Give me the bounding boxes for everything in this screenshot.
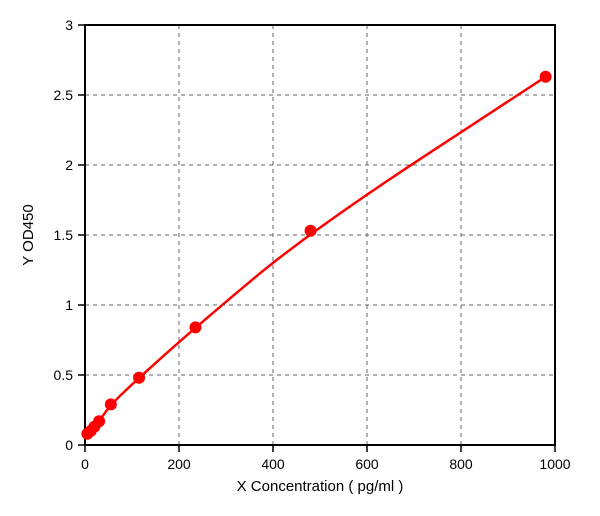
data-marker bbox=[133, 372, 145, 384]
y-tick-label: 2.5 bbox=[54, 87, 74, 103]
standard-curve-chart: 0 200 400 600 800 1000 0 0.5 1 1.5 2 2.5 3 X Concentr… bbox=[0, 0, 600, 516]
y-tick-label: 2 bbox=[65, 157, 73, 173]
data-marker bbox=[540, 71, 552, 83]
chart-container: 0 200 400 600 800 1000 0 0.5 1 1.5 2 2.5 3 X Concentr… bbox=[0, 0, 600, 516]
data-marker bbox=[105, 398, 117, 410]
y-tick-label: 1.5 bbox=[54, 227, 74, 243]
y-tick-label: 0 bbox=[65, 437, 73, 453]
x-tick-label: 400 bbox=[261, 456, 285, 472]
data-marker bbox=[189, 321, 201, 333]
x-tick-label: 1000 bbox=[539, 456, 570, 472]
data-marker bbox=[93, 415, 105, 427]
x-axis-label: X Concentration ( pg/ml ) bbox=[237, 478, 404, 495]
y-axis-label: Y OD450 bbox=[20, 204, 37, 265]
y-tick-label: 0.5 bbox=[54, 367, 74, 383]
x-tick-label: 600 bbox=[355, 456, 379, 472]
y-tick-label: 3 bbox=[65, 17, 73, 33]
y-tick-label: 1 bbox=[65, 297, 73, 313]
x-tick-label: 0 bbox=[81, 456, 89, 472]
data-marker bbox=[305, 225, 317, 237]
x-tick-label: 800 bbox=[449, 456, 473, 472]
x-tick-label: 200 bbox=[167, 456, 191, 472]
